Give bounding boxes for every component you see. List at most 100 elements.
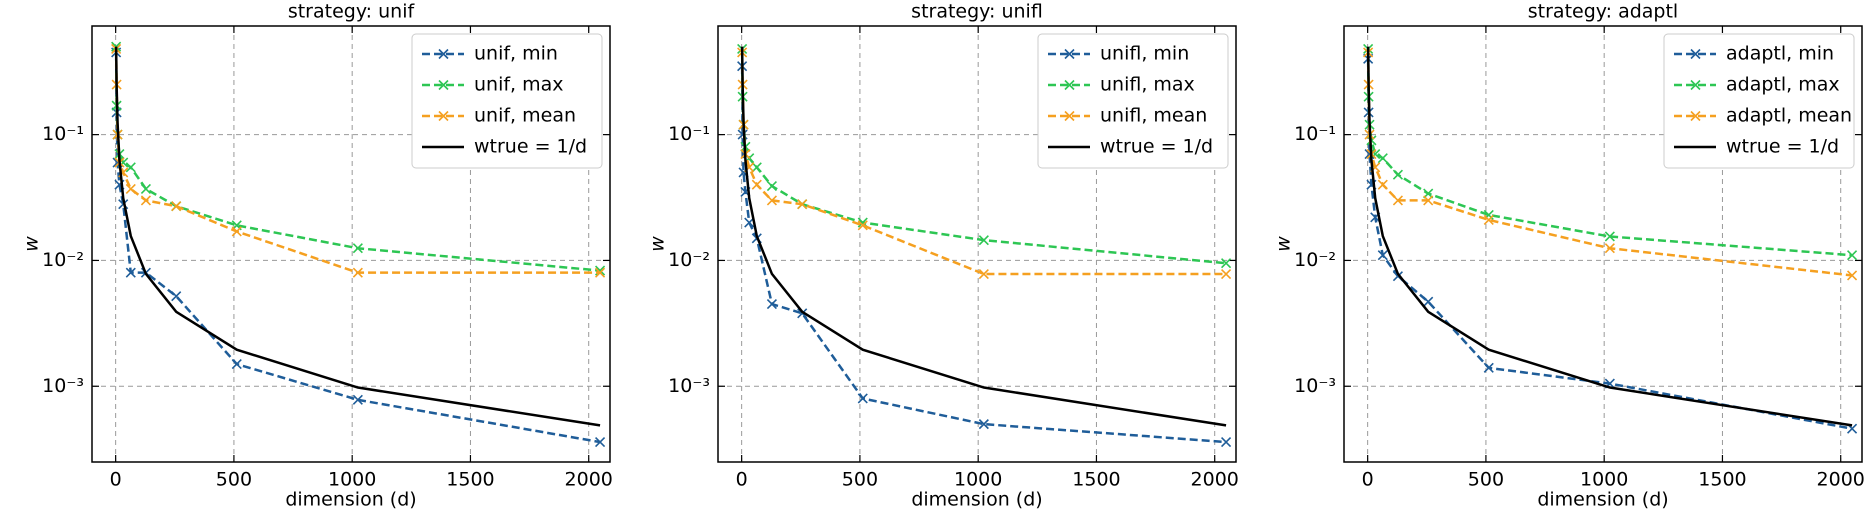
- legend-label: unifl, max: [1100, 74, 1195, 96]
- data-point: [1377, 250, 1388, 261]
- legend-marker: [1690, 79, 1701, 91]
- y-tick-label: 10⁻³: [42, 375, 84, 397]
- data-point: [595, 267, 606, 278]
- data-point: [1392, 195, 1403, 206]
- data-point: [1423, 296, 1434, 307]
- legend-label: adaptl, min: [1726, 43, 1834, 65]
- plot-frame: [1343, 25, 1863, 463]
- y-tick-label: 10⁻¹: [42, 123, 84, 145]
- legend-label: unifl, min: [1100, 43, 1189, 65]
- legend-label: wtrue = 1/d: [1726, 136, 1839, 158]
- legend-marker: [438, 110, 449, 122]
- chart-title: strategy: unifl: [911, 1, 1043, 23]
- data-point: [140, 195, 151, 206]
- data-point: [751, 162, 762, 173]
- legend-label: unif, mean: [474, 105, 576, 127]
- y-tick-label: 10⁻²: [1294, 249, 1336, 271]
- legend-marker: [438, 48, 449, 60]
- data-point: [978, 419, 989, 430]
- legend-label: adaptl, mean: [1726, 105, 1852, 127]
- data-point: [797, 308, 808, 319]
- data-point: [352, 394, 363, 405]
- data-point: [231, 359, 242, 370]
- data-point: [1377, 153, 1388, 164]
- legend-label: unifl, mean: [1100, 105, 1207, 127]
- plot-frame: [91, 25, 611, 463]
- data-point: [1483, 214, 1494, 225]
- data-point: [857, 393, 868, 404]
- data-point: [1221, 437, 1232, 448]
- data-point: [125, 267, 136, 278]
- legend-marker: [1690, 110, 1701, 122]
- legend-label: wtrue = 1/d: [474, 136, 587, 158]
- y-tick-label: 10⁻³: [668, 375, 710, 397]
- legend-label: adaptl, max: [1726, 74, 1840, 96]
- data-point: [125, 183, 136, 195]
- y-axis-label: w: [1273, 236, 1295, 252]
- y-tick-label: 10⁻²: [42, 249, 84, 271]
- x-axis-label: dimension (d): [1537, 489, 1668, 511]
- x-tick-label: 2000: [1817, 469, 1865, 491]
- x-tick-label: 0: [1362, 469, 1374, 491]
- x-tick-label: 1000: [954, 469, 1002, 491]
- x-tick-label: 500: [842, 469, 878, 491]
- y-tick-label: 10⁻³: [1294, 375, 1336, 397]
- x-tick-label: 2000: [565, 469, 613, 491]
- data-point: [857, 220, 868, 231]
- y-tick-label: 10⁻¹: [1294, 123, 1336, 145]
- data-point: [1423, 195, 1434, 206]
- y-axis-label: w: [647, 236, 669, 252]
- series-line: [740, 46, 1227, 427]
- data-point: [171, 291, 182, 302]
- legend-label: unif, min: [474, 43, 558, 65]
- y-tick-label: 10⁻¹: [668, 123, 710, 145]
- x-tick-label: 500: [1468, 469, 1504, 491]
- data-point: [766, 195, 777, 206]
- data-point: [1604, 231, 1615, 242]
- data-point: [352, 243, 363, 254]
- plot-frame: [717, 25, 1237, 463]
- legend-box: [411, 33, 603, 169]
- legend-marker: [1064, 48, 1075, 60]
- data-point: [1604, 243, 1615, 254]
- legend-marker: [1064, 79, 1075, 91]
- data-point: [595, 437, 606, 448]
- legend-box: [1663, 33, 1855, 169]
- x-tick-label: 500: [216, 469, 252, 491]
- data-point: [171, 201, 182, 212]
- legend-box: [1037, 33, 1229, 169]
- data-point: [125, 162, 136, 173]
- x-tick-label: 0: [110, 469, 122, 491]
- legend-marker: [438, 79, 449, 91]
- data-point: [1221, 268, 1232, 280]
- data-point: [1483, 362, 1494, 373]
- data-point: [140, 183, 151, 195]
- legend-label: unif, max: [474, 74, 564, 96]
- data-point: [1377, 179, 1388, 190]
- data-point: [231, 226, 242, 237]
- data-point: [978, 268, 989, 280]
- x-axis-label: dimension (d): [911, 489, 1042, 511]
- x-axis-label: dimension (d): [285, 489, 416, 511]
- data-point: [766, 299, 777, 310]
- x-tick-label: 1500: [1072, 469, 1120, 491]
- x-tick-label: 1500: [1698, 469, 1746, 491]
- data-point: [766, 181, 777, 192]
- x-tick-label: 1000: [1580, 469, 1628, 491]
- series-line: [114, 48, 601, 274]
- y-tick-label: 10⁻²: [668, 249, 710, 271]
- data-point: [352, 267, 363, 278]
- data-point: [797, 199, 808, 210]
- x-tick-label: 2000: [1191, 469, 1239, 491]
- chart-title: strategy: adaptl: [1528, 1, 1678, 23]
- data-point: [751, 179, 762, 190]
- data-point: [978, 235, 989, 246]
- x-tick-label: 1500: [446, 469, 494, 491]
- legend-marker: [1690, 48, 1701, 60]
- data-point: [1392, 169, 1403, 180]
- legend-label: wtrue = 1/d: [1100, 136, 1213, 158]
- x-tick-label: 0: [736, 469, 748, 491]
- chart-title: strategy: unif: [288, 1, 416, 23]
- series-line: [1366, 46, 1853, 427]
